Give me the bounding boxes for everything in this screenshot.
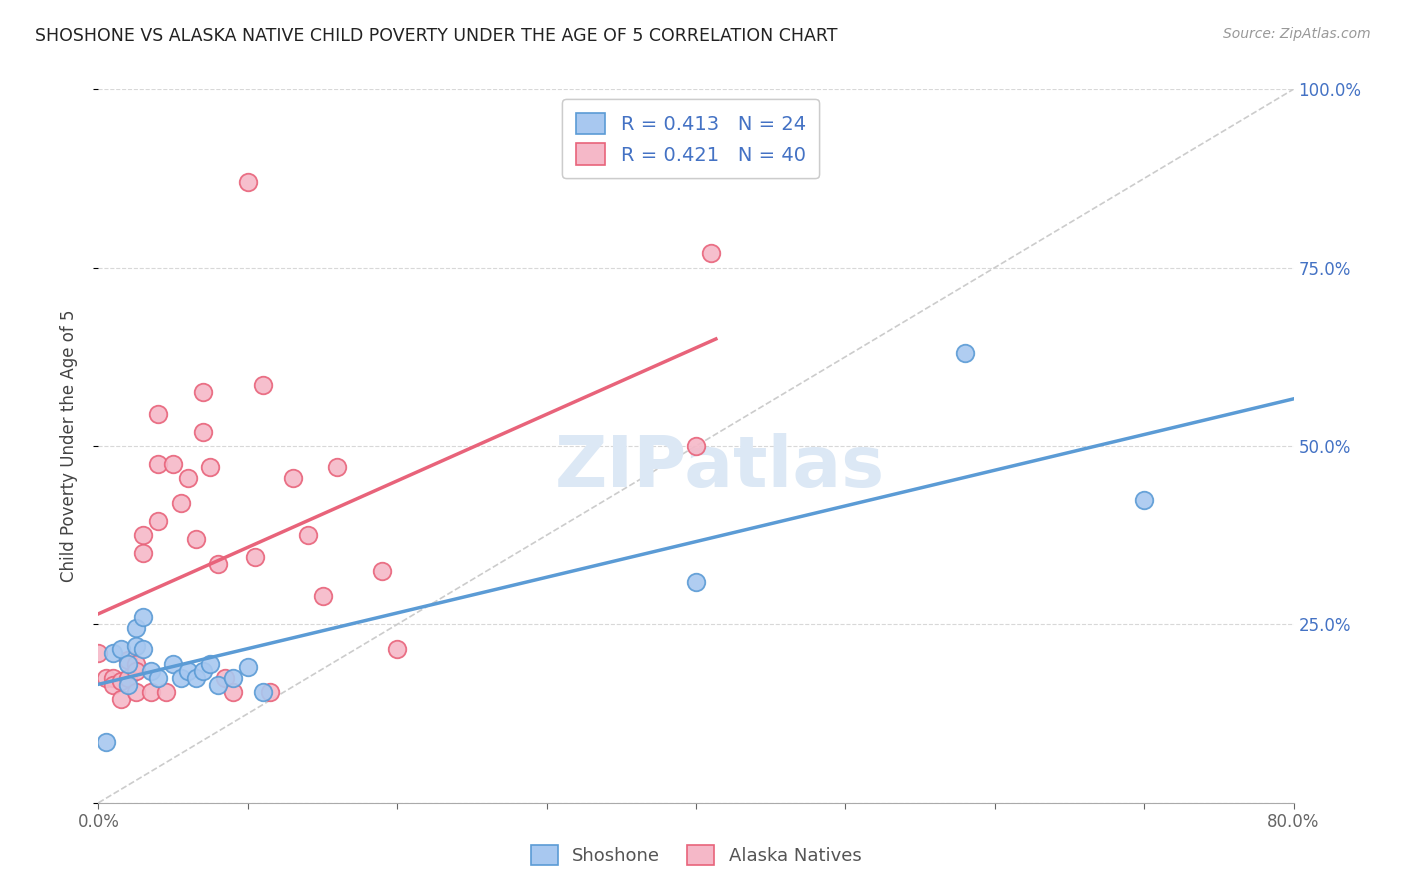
Point [155,685,177,699]
Point [191,425,214,439]
Point [125,664,148,678]
Point [125,657,148,671]
Point [132,546,155,560]
Point [953,346,976,360]
Point [103,671,125,685]
Point [139,664,162,678]
Point [1133,492,1156,507]
Point [326,460,349,475]
Point [148,671,170,685]
Point [311,589,333,603]
Point [222,685,245,699]
Point [385,642,409,657]
Point [125,685,148,699]
Point [245,549,267,564]
Legend: Shoshone, Alaska Natives: Shoshone, Alaska Natives [523,838,869,872]
Point [184,532,207,546]
Point [214,671,236,685]
Point [148,457,170,471]
Point [685,439,707,453]
Point [110,692,132,706]
Point [162,457,184,471]
Point [236,175,259,189]
Point [169,671,191,685]
Point [177,664,200,678]
Text: Source: ZipAtlas.com: Source: ZipAtlas.com [1223,27,1371,41]
Point [236,660,259,674]
Point [117,671,139,685]
Point [94,671,117,685]
Point [117,678,139,692]
Point [200,657,222,671]
Point [139,685,162,699]
Point [252,378,274,392]
Y-axis label: Child Poverty Under the Age of 5: Child Poverty Under the Age of 5 [59,310,77,582]
Point [207,678,229,692]
Point [222,671,245,685]
Point [148,407,170,421]
Point [259,685,281,699]
Point [252,685,274,699]
Point [117,653,139,667]
Point [297,528,319,542]
Point [148,514,170,528]
Point [110,642,132,657]
Point [103,646,125,660]
Point [191,385,214,400]
Point [371,564,394,578]
Point [162,657,184,671]
Point [132,642,155,657]
Point [177,471,200,485]
Point [110,674,132,689]
Point [132,528,155,542]
Point [94,735,117,749]
Point [103,678,125,692]
Point [169,496,191,510]
Point [207,557,229,571]
Point [132,610,155,624]
Point [200,460,222,475]
Point [87,646,110,660]
Point [117,657,139,671]
Point [700,246,723,260]
Point [281,471,304,485]
Text: SHOSHONE VS ALASKA NATIVE CHILD POVERTY UNDER THE AGE OF 5 CORRELATION CHART: SHOSHONE VS ALASKA NATIVE CHILD POVERTY … [35,27,838,45]
Point [125,621,148,635]
Point [191,664,214,678]
Point [125,639,148,653]
Text: ZIPatlas: ZIPatlas [555,433,884,502]
Point [685,574,707,589]
Point [184,671,207,685]
